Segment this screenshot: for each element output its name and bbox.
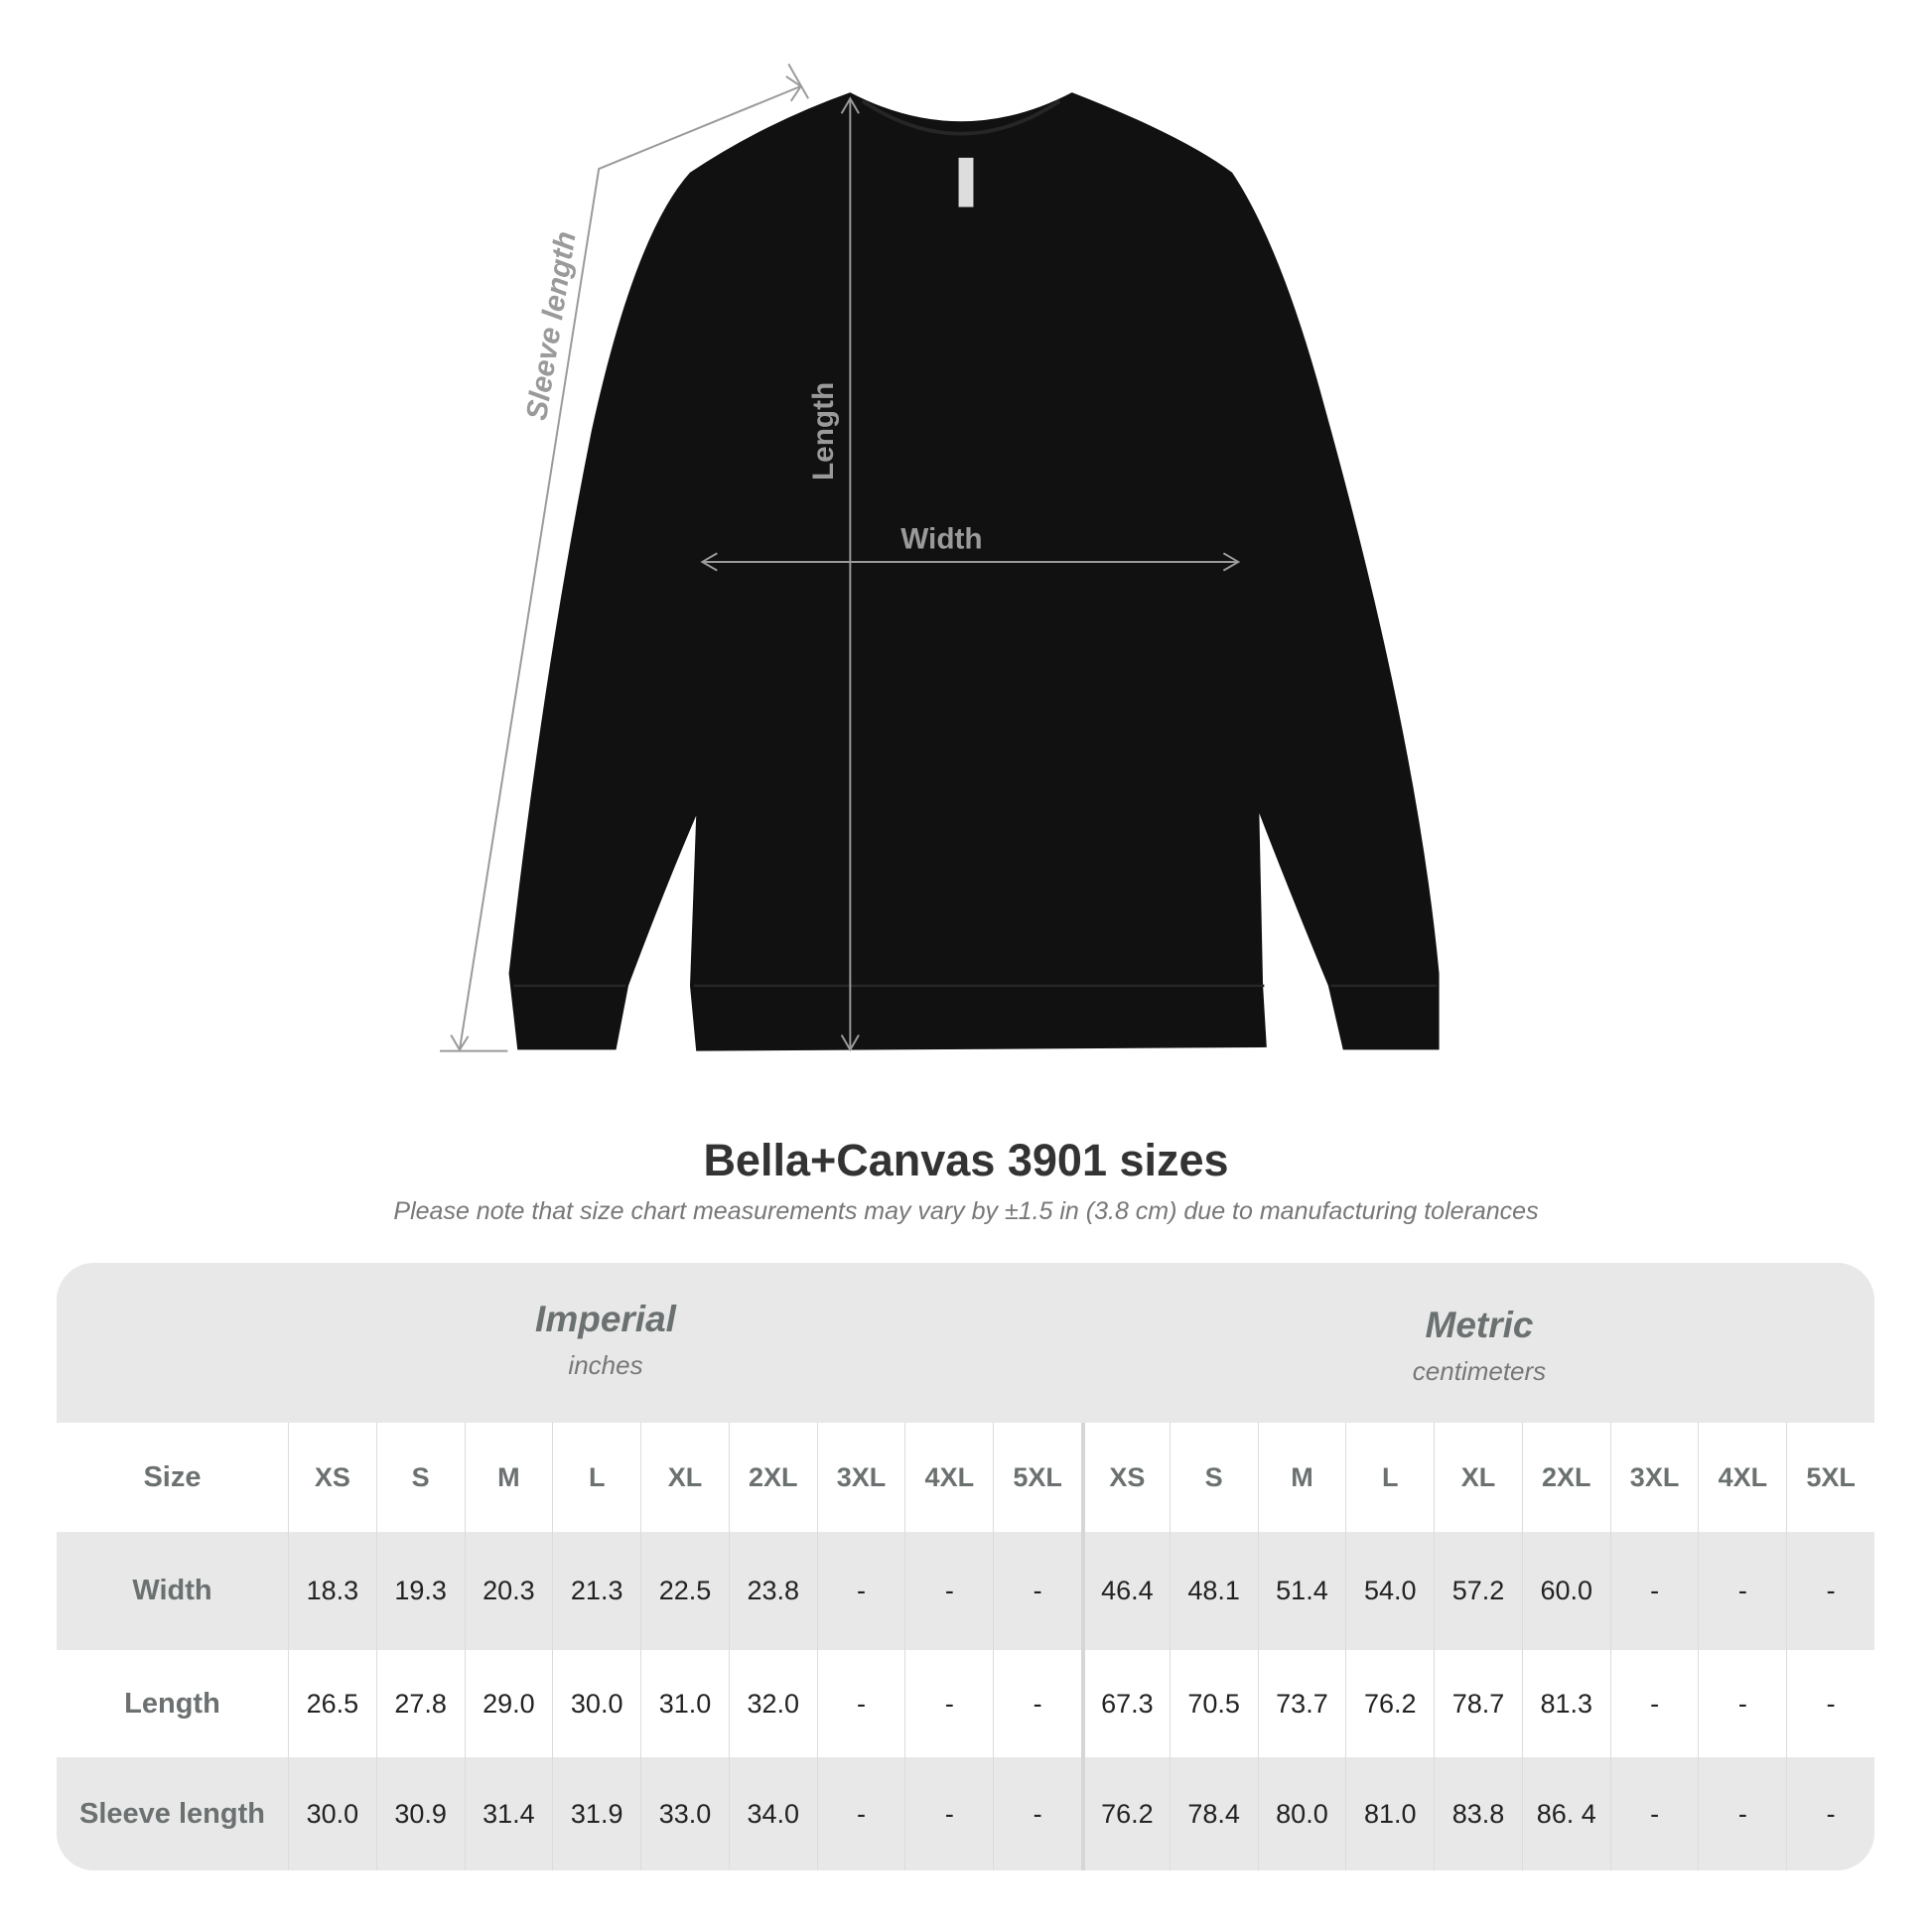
imperial-value-cell: - (993, 1532, 1081, 1650)
imperial-unit: inches (568, 1350, 643, 1380)
table-row: Length 26.5 27.8 29.0 30.0 31.0 32.0- - -67.3 70.… (57, 1650, 1874, 1757)
size-chart-table: Imperial inches Metric centimeters Size X… (57, 1263, 1874, 1870)
imperial-value-cell: 31.4 (464, 1757, 553, 1870)
imperial-value-cell: - (993, 1757, 1081, 1870)
metric-size-4xl: 4XL (1698, 1423, 1786, 1532)
width-label: Width (900, 522, 982, 555)
size-header-row: Size XS S M L XL 2XL 3XL 4XL 5XL XS S M L XL 2XL 3XL 4XL 5… (57, 1423, 1874, 1532)
imperial-value-cell: 18.3 (287, 1532, 376, 1650)
imperial-value-cell: 30.9 (375, 1757, 465, 1870)
metric-title: Metric (1425, 1305, 1534, 1345)
imperial-value-cell: 20.3 (464, 1532, 553, 1650)
imperial-size-l: L (552, 1423, 640, 1532)
imperial-value-cell: 32.0 (728, 1650, 817, 1757)
imperial-value-cell: 30.0 (287, 1757, 376, 1870)
page-title: Bella+Canvas 3901 sizes (703, 1135, 1229, 1185)
imperial-title: Imperial (535, 1299, 676, 1339)
metric-value-cell: 76.2 (1345, 1650, 1434, 1757)
imperial-value-cell: 31.0 (640, 1650, 729, 1757)
metric-size-m: M (1257, 1423, 1346, 1532)
row-label: Sleeve length (78, 1797, 265, 1830)
row-label: Width (132, 1575, 212, 1606)
table-header-band: Imperial inches Metric centimeters (57, 1263, 1874, 1423)
table-row: Width 18.3 19.3 20.3 21.3 22.5 23.8- - -46.4 48.1… (57, 1532, 1874, 1650)
imperial-value-cell: - (904, 1757, 993, 1870)
metric-value-cell: - (1698, 1532, 1786, 1650)
metric-value-cell: - (1698, 1650, 1786, 1757)
sweatshirt-image (508, 92, 1440, 1051)
metric-value-cell: - (1786, 1650, 1874, 1757)
imperial-size-m: M (464, 1423, 553, 1532)
metric-value-cell: 80.0 (1257, 1757, 1346, 1870)
metric-value-cell: 70.5 (1169, 1650, 1258, 1757)
metric-size-s: S (1169, 1423, 1258, 1532)
measure-lines (440, 64, 1241, 1052)
metric-value-cell: 78.7 (1434, 1650, 1522, 1757)
sweatshirt-measurement-diagram: Length Width Sleeve length (440, 64, 1440, 1052)
imperial-value-cell: - (904, 1650, 993, 1757)
metric-size-xs: XS (1080, 1423, 1170, 1532)
metric-value-cell: 76.2 (1080, 1757, 1170, 1870)
metric-value-cell: - (1786, 1532, 1874, 1650)
imperial-value-cell: 30.0 (552, 1650, 640, 1757)
metric-value-cell: 73.7 (1257, 1650, 1346, 1757)
metric-unit: centimeters (1412, 1356, 1547, 1386)
metric-value-cell: 48.1 (1169, 1532, 1258, 1650)
tolerance-note: Please note that size chart measurements… (393, 1197, 1539, 1225)
metric-value-cell: 54.0 (1345, 1532, 1434, 1650)
imperial-value-cell: 22.5 (640, 1532, 729, 1650)
metric-size-2xl: 2XL (1521, 1423, 1610, 1532)
neck-tag (958, 157, 974, 207)
imperial-header: Imperial inches (288, 1299, 923, 1381)
imperial-value-cell: - (816, 1650, 905, 1757)
imperial-value-cell: - (816, 1757, 905, 1870)
metric-value-cell: 81.0 (1345, 1757, 1434, 1870)
metric-value-cell: 57.2 (1434, 1532, 1522, 1650)
imperial-size-3xl: 3XL (816, 1423, 905, 1532)
imperial-value-cell: - (816, 1532, 905, 1650)
metric-value-cell: - (1609, 1532, 1699, 1650)
metric-size-l: L (1345, 1423, 1434, 1532)
metric-size-5xl: 5XL (1786, 1423, 1874, 1532)
metric-value-cell: 83.8 (1434, 1757, 1522, 1870)
metric-header: Metric centimeters (1082, 1305, 1874, 1387)
imperial-value-cell: 23.8 (728, 1532, 817, 1650)
size-column-header: Size (143, 1460, 202, 1493)
metric-value-cell: 86. 4 (1521, 1757, 1610, 1870)
imperial-value-cell: 31.9 (552, 1757, 640, 1870)
imperial-value-cell: 21.3 (552, 1532, 640, 1650)
length-label: Length (807, 382, 840, 481)
metric-size-xl: XL (1434, 1423, 1522, 1532)
imperial-size-xs: XS (287, 1423, 376, 1532)
imperial-value-cell: 34.0 (728, 1757, 817, 1870)
metric-value-cell: 60.0 (1521, 1532, 1610, 1650)
metric-value-cell: - (1786, 1757, 1874, 1870)
imperial-value-cell: - (904, 1532, 993, 1650)
imperial-size-4xl: 4XL (904, 1423, 993, 1532)
metric-value-cell: - (1609, 1650, 1699, 1757)
imperial-value-cell: - (993, 1650, 1081, 1757)
metric-value-cell: 78.4 (1169, 1757, 1258, 1870)
metric-value-cell: 67.3 (1080, 1650, 1170, 1757)
collar-rib (861, 99, 1061, 136)
table-row: Sleeve length 30.0 30.9 31.4 31.9 33.0 34.0- - -… (57, 1757, 1874, 1870)
metric-size-3xl: 3XL (1609, 1423, 1699, 1532)
metric-value-cell: 46.4 (1080, 1532, 1170, 1650)
imperial-value-cell: 19.3 (375, 1532, 465, 1650)
row-label: Length (124, 1687, 220, 1720)
imperial-size-xl: XL (640, 1423, 729, 1532)
imperial-value-cell: 26.5 (287, 1650, 376, 1757)
imperial-size-5xl: 5XL (993, 1423, 1081, 1532)
imperial-size-s: S (375, 1423, 465, 1532)
imperial-value-cell: 29.0 (464, 1650, 553, 1757)
imperial-value-cell: 27.8 (375, 1650, 465, 1757)
metric-value-cell: - (1698, 1757, 1786, 1870)
imperial-value-cell: 33.0 (640, 1757, 729, 1870)
metric-value-cell: 81.3 (1521, 1650, 1610, 1757)
metric-value-cell: - (1609, 1757, 1699, 1870)
imperial-size-2xl: 2XL (728, 1423, 817, 1532)
metric-value-cell: 51.4 (1257, 1532, 1346, 1650)
